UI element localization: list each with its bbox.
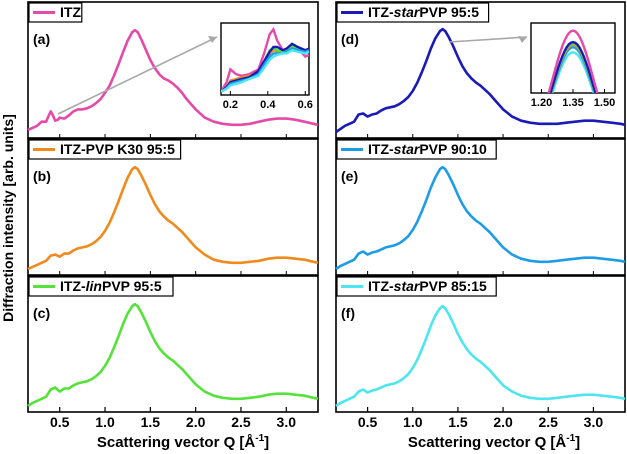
x-axis-label-left: Scattering vector Q [Å-1] xyxy=(97,433,269,451)
series-line xyxy=(335,165,626,271)
y-axis-label: Diffraction intensity [arb. units] xyxy=(0,114,16,322)
x-tick-label: 2.5 xyxy=(539,414,559,430)
inset-series-line xyxy=(550,45,596,93)
legend-label-part: PVP 95:5 xyxy=(102,278,162,294)
legend-label: ITZ-starPVP 85:15 xyxy=(368,278,487,294)
x-tick-label: 1.5 xyxy=(141,414,161,430)
legend-box xyxy=(28,139,182,160)
legend-label-part: lin xyxy=(86,278,102,294)
legend-label-part: star xyxy=(394,278,421,294)
legend-box xyxy=(336,2,490,23)
legend-label-part: ITZ- xyxy=(368,278,394,294)
x-tick-label: 0.5 xyxy=(358,414,378,430)
inset-frame xyxy=(530,22,616,94)
series-line xyxy=(27,28,319,132)
series-line xyxy=(27,302,319,408)
inset-arrowhead xyxy=(208,36,217,43)
panel-label: (e) xyxy=(341,168,358,184)
legend-box xyxy=(336,139,497,160)
x-tick-label: 3.0 xyxy=(277,414,297,430)
inset-series-line xyxy=(551,51,595,93)
inset-arrow xyxy=(57,36,218,115)
legend-label-part: PVP 95:5 xyxy=(419,4,479,20)
x-tick-label: 3.0 xyxy=(584,414,604,430)
inset-tick-label: 1.35 xyxy=(562,97,583,109)
inset-tick-label: 0.4 xyxy=(260,99,276,111)
legend-box xyxy=(28,2,83,23)
inset-series-line xyxy=(221,42,309,93)
inset-series-line xyxy=(547,29,599,93)
legend-label-part: ITZ- xyxy=(368,4,394,20)
series-line xyxy=(335,304,626,408)
inset-series-line xyxy=(549,42,597,93)
inset-arrow xyxy=(448,36,528,43)
legend-label: ITZ xyxy=(60,4,81,20)
inset-tick-label: 1.20 xyxy=(531,97,552,109)
legend-label: ITZ-starPVP 90:10 xyxy=(368,141,487,157)
series-line xyxy=(335,27,626,134)
panel-frame xyxy=(27,275,319,413)
inset-series-line xyxy=(221,47,309,93)
legend-label-part: PVP 85:15 xyxy=(419,278,487,294)
x-tick-label: 1.0 xyxy=(95,414,115,430)
x-tick-label: 0.5 xyxy=(50,414,70,430)
legend-label-part: star xyxy=(394,141,421,157)
inset-tick-label: 0.2 xyxy=(223,99,238,111)
panel-frame xyxy=(27,138,319,276)
inset-series-line xyxy=(549,40,597,93)
panel-frame xyxy=(27,1,319,139)
inset-series-line xyxy=(221,48,309,93)
panel-frame xyxy=(335,138,626,276)
inset-tick-label: 1.50 xyxy=(594,97,615,109)
panel-label: (a) xyxy=(33,31,50,47)
x-tick-label: 1.5 xyxy=(448,414,468,430)
panel-label: (d) xyxy=(341,31,359,47)
x-tick-label: 1.0 xyxy=(403,414,423,430)
legend-label-part: ITZ- xyxy=(60,278,86,294)
legend-box xyxy=(336,276,497,297)
inset-tick-label: 0.6 xyxy=(298,99,313,111)
panel-label: (f) xyxy=(341,305,355,321)
legend-label: ITZ-linPVP 95:5 xyxy=(60,278,162,294)
legend-box xyxy=(28,276,174,297)
x-tick-label: 2.0 xyxy=(493,414,513,430)
panel-frame xyxy=(335,275,626,413)
legend-label: ITZ-starPVP 95:5 xyxy=(368,4,479,20)
panel-label: (b) xyxy=(33,168,51,184)
legend-label-part: PVP 90:10 xyxy=(419,141,487,157)
legend-label-part: ITZ- xyxy=(368,141,394,157)
panel-label: (c) xyxy=(33,305,50,321)
inset-arrowhead xyxy=(518,36,527,43)
legend-label: ITZ-PVP K30 95:5 xyxy=(60,141,175,157)
x-tick-label: 2.5 xyxy=(231,414,251,430)
series-line xyxy=(27,165,319,271)
legend-label-part: star xyxy=(394,4,421,20)
x-axis-label-right: Scattering vector Q [Å-1] xyxy=(408,433,580,451)
x-tick-label: 2.0 xyxy=(186,414,206,430)
panel-frame xyxy=(335,1,626,139)
